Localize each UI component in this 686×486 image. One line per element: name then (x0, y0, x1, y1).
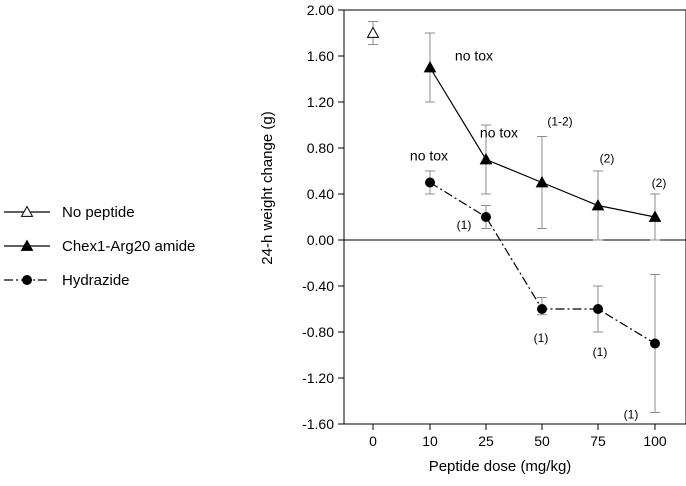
y-tick-label: -0.40 (302, 278, 334, 294)
x-tick-label: 50 (534, 433, 550, 449)
data-point (481, 212, 491, 222)
y-axis-title: 24-h weight change (g) (259, 111, 276, 264)
y-tick-label: 1.20 (307, 94, 334, 110)
legend: No peptide Chex1-Arg20 amide Hydrazide (4, 204, 195, 289)
data-point (648, 210, 662, 222)
data-point (650, 338, 660, 349)
legend-label: Hydrazide (62, 272, 130, 289)
y-tick-label: 0.00 (307, 232, 334, 248)
y-tick-label: 0.40 (307, 186, 334, 202)
data-label: no tox (480, 125, 518, 141)
data-point (20, 239, 34, 251)
data-point (366, 26, 380, 38)
series-markers (366, 26, 662, 349)
x-tick-label: 10 (422, 433, 438, 449)
y-tick-label: 0.80 (307, 140, 334, 156)
legend-label: No peptide (62, 204, 135, 221)
x-tick-label: 100 (643, 433, 667, 449)
data-point (479, 152, 493, 165)
data-point (425, 177, 435, 188)
data-label: (1) (593, 345, 608, 359)
data-label: (1) (534, 331, 549, 345)
x-axis-title: Peptide dose (mg/kg) (429, 458, 572, 475)
data-label: (2) (652, 176, 667, 190)
data-point (20, 205, 34, 217)
data-label: (2) (600, 152, 615, 166)
data-label: no tox (455, 48, 493, 64)
y-tick-label: 1.60 (307, 48, 334, 64)
x-tick-label: 0 (369, 433, 377, 449)
annotations: no tox no tox (1-2) (2) (2) no tox (1) (1) (1) (1… (410, 48, 666, 422)
y-tick-label: -0.80 (302, 324, 334, 340)
data-label: (1-2) (547, 115, 572, 129)
data-label: (1) (457, 218, 472, 232)
data-point (537, 304, 547, 314)
y-tick-label: -1.20 (302, 370, 334, 386)
axes: 2.00 1.60 1.20 0.80 0.40 0.00 -0.40 -0.80 -1.20 -… (302, 2, 686, 449)
data-point (22, 275, 32, 285)
data-point (535, 175, 549, 188)
error-bars (368, 21, 660, 413)
y-tick-label: 2.00 (307, 2, 334, 18)
data-label: no tox (410, 148, 448, 164)
data-label: (1) (624, 408, 639, 422)
data-point (593, 304, 603, 314)
data-point (591, 198, 605, 211)
data-point (423, 60, 437, 73)
y-tick-label: -1.60 (302, 416, 334, 432)
x-tick-label: 25 (478, 433, 494, 449)
plot-frame (343, 9, 686, 425)
legend-label: Chex1-Arg20 amide (62, 238, 195, 255)
x-tick-label: 75 (590, 433, 606, 449)
